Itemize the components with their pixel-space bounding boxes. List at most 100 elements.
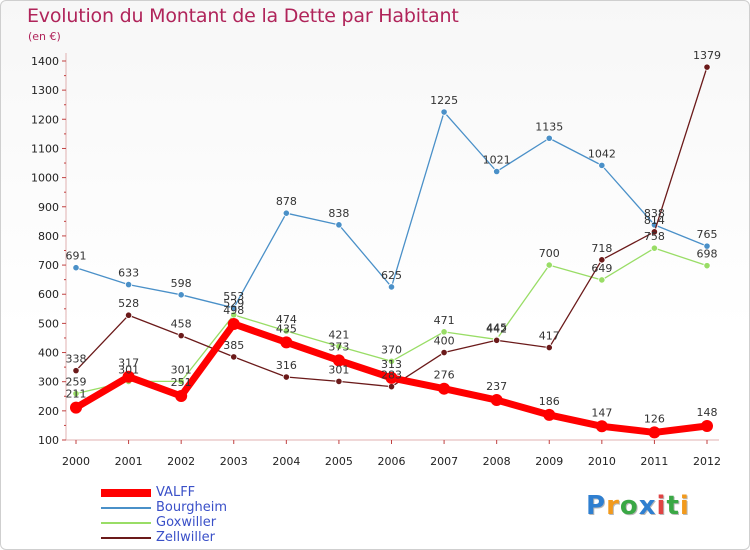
data-point-zellwiller xyxy=(703,63,711,71)
data-point-valff xyxy=(122,370,135,383)
data-label-zellwiller: 814 xyxy=(644,214,665,227)
legend-item: Goxwiller xyxy=(101,515,227,530)
data-point-bourgheim xyxy=(387,283,396,291)
data-point-bourgheim xyxy=(230,304,238,312)
y-tick-label: 1400 xyxy=(31,55,59,68)
data-label-valff: 498 xyxy=(223,304,244,317)
y-tick-label: 400 xyxy=(38,347,59,360)
y-tick-label: 1300 xyxy=(31,84,59,97)
data-point-valff xyxy=(701,420,713,433)
legend-item: Bourgheim xyxy=(101,500,227,515)
data-label-valff: 211 xyxy=(66,388,87,401)
data-point-goxwiller xyxy=(177,377,185,386)
data-point-goxwiller xyxy=(598,276,606,284)
x-tick-label: 2012 xyxy=(693,455,721,468)
data-label-zellwiller: 528 xyxy=(118,297,139,310)
data-point-zellwiller xyxy=(282,373,290,381)
x-tick-label: 2002 xyxy=(167,455,195,468)
x-tick-label: 2011 xyxy=(640,455,668,468)
data-point-zellwiller xyxy=(545,343,553,352)
data-point-bourgheim xyxy=(282,209,290,217)
data-point-valff xyxy=(543,408,556,421)
data-point-goxwiller xyxy=(545,261,553,269)
data-label-zellwiller: 417 xyxy=(539,330,560,343)
legend-label: Bourgheim xyxy=(156,500,227,515)
data-point-zellwiller xyxy=(598,256,606,264)
y-tick-label: 800 xyxy=(38,230,59,243)
data-point-goxwiller xyxy=(335,342,343,351)
x-tick-label: 2008 xyxy=(483,455,511,468)
data-label-valff: 237 xyxy=(486,380,507,393)
data-label-zellwiller: 316 xyxy=(276,359,297,372)
data-label-valff: 313 xyxy=(381,358,402,371)
data-label-bourgheim: 1135 xyxy=(535,120,563,133)
data-point-bourgheim xyxy=(493,167,501,176)
logo-letter: i xyxy=(656,491,667,521)
y-tick-label: 1000 xyxy=(31,172,59,185)
data-label-goxwiller: 301 xyxy=(118,363,139,376)
logo-letter: x xyxy=(638,491,657,521)
data-label-zellwiller: 718 xyxy=(591,242,612,255)
logo-letter: P xyxy=(586,491,607,521)
data-label-bourgheim: 598 xyxy=(171,277,192,290)
x-tick-label: 2003 xyxy=(220,455,248,468)
data-point-valff xyxy=(648,426,661,439)
y-tick-label: 900 xyxy=(38,201,59,214)
data-label-bourgheim: 838 xyxy=(644,207,665,220)
data-point-valff xyxy=(175,389,188,402)
data-label-bourgheim: 625 xyxy=(381,269,402,282)
data-point-valff xyxy=(332,354,345,367)
data-label-goxwiller: 471 xyxy=(434,314,455,327)
data-point-bourgheim xyxy=(124,281,133,289)
data-label-bourgheim: 1225 xyxy=(430,94,458,107)
data-point-valff xyxy=(438,382,451,395)
data-label-goxwiller: 301 xyxy=(171,363,192,376)
data-label-goxwiller: 259 xyxy=(66,376,87,389)
y-tick-label: 700 xyxy=(38,259,59,272)
proxiti-logo: Proxiti xyxy=(586,491,690,521)
data-label-goxwiller: 758 xyxy=(644,230,665,243)
data-point-bourgheim xyxy=(703,242,711,250)
data-label-zellwiller: 442 xyxy=(486,322,507,335)
x-tick-label: 2001 xyxy=(115,455,143,468)
data-label-goxwiller: 649 xyxy=(591,262,612,275)
data-label-zellwiller: 400 xyxy=(434,335,455,348)
data-point-zellwiller xyxy=(177,332,185,340)
data-label-zellwiller: 338 xyxy=(66,353,87,366)
data-point-goxwiller xyxy=(72,390,80,398)
data-point-zellwiller xyxy=(650,228,659,236)
data-label-goxwiller: 421 xyxy=(328,328,349,341)
data-label-bourgheim: 878 xyxy=(276,195,297,208)
chart-legend: VALFF Bourgheim Goxwiller Zellwiller xyxy=(101,485,227,545)
data-point-valff xyxy=(385,371,398,384)
legend-item: VALFF xyxy=(101,485,227,500)
legend-swatch xyxy=(101,536,151,539)
series-line-zellwiller xyxy=(75,66,708,388)
legend-label: Goxwiller xyxy=(156,515,217,530)
x-tick-label: 2000 xyxy=(62,455,90,468)
data-point-zellwiller xyxy=(440,348,448,357)
legend-label: VALFF xyxy=(156,485,196,500)
data-label-valff: 126 xyxy=(644,412,665,425)
data-label-zellwiller: 301 xyxy=(328,363,349,376)
data-label-valff: 373 xyxy=(328,340,349,353)
chart-title: Evolution du Montant de la Dette par Hab… xyxy=(27,5,459,27)
data-label-bourgheim: 691 xyxy=(66,250,87,263)
data-label-bourgheim: 1021 xyxy=(483,153,511,166)
data-label-valff: 317 xyxy=(118,357,139,370)
y-tick-label: 600 xyxy=(38,288,59,301)
data-point-bourgheim xyxy=(335,221,343,229)
data-label-goxwiller: 529 xyxy=(223,297,244,310)
legend-label: Zellwiller xyxy=(156,530,215,545)
data-point-bourgheim xyxy=(598,161,606,169)
data-point-zellwiller xyxy=(493,336,501,344)
data-point-valff xyxy=(227,317,240,330)
y-tick-label: 500 xyxy=(38,317,59,330)
data-label-goxwiller: 698 xyxy=(697,248,718,261)
legend-item: Zellwiller xyxy=(101,530,227,545)
x-tick-label: 2010 xyxy=(588,455,616,468)
data-label-bourgheim: 838 xyxy=(328,207,349,220)
data-point-bourgheim xyxy=(72,264,80,272)
y-tick-label: 1100 xyxy=(31,142,59,155)
